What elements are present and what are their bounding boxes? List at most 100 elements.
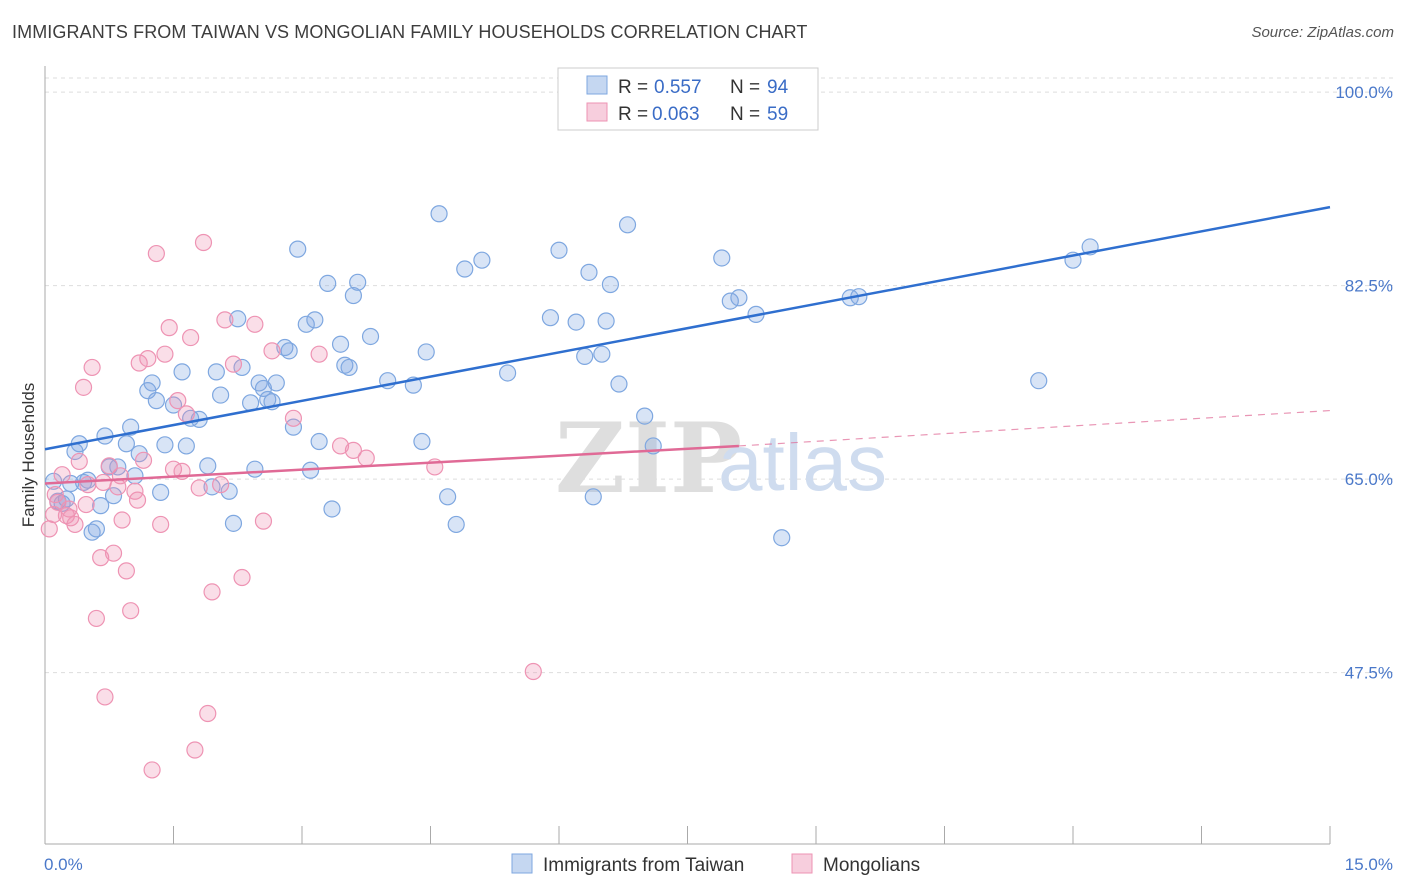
taiwan-point-82 <box>730 289 748 307</box>
taiwan-point-76 <box>610 375 628 393</box>
mongolians-point-18 <box>117 562 135 580</box>
mongolians-point-48 <box>331 437 350 455</box>
taiwan-point-17 <box>143 374 161 392</box>
mongolians-point-56 <box>94 473 112 492</box>
mongolians-point-12 <box>92 549 110 567</box>
mongolians-point-46 <box>284 409 303 427</box>
bottom-legend-swatch-mongolians <box>791 853 813 874</box>
mongolians-point-47 <box>310 345 328 363</box>
mongolians-point-44 <box>254 512 273 530</box>
mongolians-point-36 <box>194 233 213 252</box>
mongolians-point-57 <box>111 467 129 485</box>
taiwan-point-66 <box>499 364 517 382</box>
mongolians-point-28 <box>160 319 178 337</box>
legend-box <box>557 67 819 131</box>
y-tick-label-3: 100.0% <box>1335 83 1393 102</box>
mongolians-point-39 <box>212 476 230 494</box>
mongolians-point-14 <box>100 457 118 475</box>
mongolians-point-21 <box>130 354 148 372</box>
x-tick-labels: 0.0% 15.0% <box>44 855 1393 874</box>
bottom-legend-label-mongolians: Mongolians <box>823 855 920 876</box>
taiwan-point-92 <box>104 487 123 505</box>
mongolians-point-32 <box>177 405 195 423</box>
chart-title: IMMIGRANTS FROM TAIWAN VS MONGOLIAN FAMI… <box>12 22 808 42</box>
mongolians-point-11 <box>87 609 106 628</box>
taiwan-point-33 <box>233 358 251 377</box>
mongolians-point-10 <box>83 358 101 377</box>
taiwan-point-30 <box>220 482 238 500</box>
legend-r-label-mongolians: R = <box>618 104 648 125</box>
taiwan-point-65 <box>473 251 491 269</box>
mongolians-point-34 <box>186 741 204 759</box>
taiwan-point-18 <box>147 392 165 410</box>
mongolians-point-30 <box>169 392 187 410</box>
taiwan-point-84 <box>773 529 791 547</box>
mongolians-point-40 <box>216 311 234 329</box>
legend-r-value-taiwan: 0.557 <box>654 77 702 98</box>
legend: R = 0.557 N = 94 R = 0.063 N = 59 <box>557 67 819 131</box>
mongolians-point-33 <box>182 328 200 347</box>
taiwan-point-48 <box>310 432 328 451</box>
legend-n-value-taiwan: 94 <box>767 77 789 98</box>
axes <box>44 66 1331 845</box>
taiwan-point-64 <box>456 260 474 278</box>
taiwan-point-75 <box>601 275 620 294</box>
taiwan-point-56 <box>361 327 380 346</box>
taiwan-point-80 <box>713 249 731 267</box>
mongolians-point-26 <box>152 515 170 534</box>
mongolians-point-35 <box>190 479 208 497</box>
mongolians-point-3 <box>53 466 71 484</box>
taiwan-point-61 <box>430 205 448 223</box>
mongolians-point-7 <box>70 452 88 471</box>
taiwan-point-40 <box>267 374 285 392</box>
taiwan-point-81 <box>721 292 739 310</box>
taiwan-point-59 <box>413 432 431 451</box>
taiwan-point-20 <box>156 436 174 454</box>
legend-r-value-mongolians: 0.063 <box>652 104 700 125</box>
bottom-legend-swatch-taiwan <box>511 853 533 874</box>
legend-r-label-taiwan: R = <box>618 77 648 98</box>
mongolians-point-19 <box>122 602 140 620</box>
taiwan-point-28 <box>207 363 225 381</box>
y-tick-label-2: 82.5% <box>1345 277 1393 296</box>
mongolians-point-13 <box>96 688 114 706</box>
mongolians-point-50 <box>357 449 375 467</box>
source-label: Source: ZipAtlas.com <box>1251 24 1394 41</box>
taiwan-point-63 <box>447 515 465 534</box>
x-tick-label-1: 15.0% <box>1345 855 1393 874</box>
trend-line-taiwan <box>44 205 1331 451</box>
mongolians-point-58 <box>128 491 147 509</box>
taiwan-point-37 <box>254 379 273 398</box>
taiwan-point-87 <box>1030 372 1048 390</box>
series-taiwan-points <box>44 205 1099 547</box>
mongolians-point-49 <box>344 441 362 459</box>
mongolians-point-52 <box>524 662 542 681</box>
taiwan-point-0 <box>44 472 63 490</box>
taiwan-point-73 <box>593 345 611 363</box>
taiwan-point-47 <box>306 311 324 329</box>
taiwan-point-49 <box>319 274 337 293</box>
taiwan-point-13 <box>117 435 135 453</box>
legend-n-value-mongolians: 59 <box>767 104 788 125</box>
taiwan-point-68 <box>550 241 568 259</box>
y-tick-label-0: 47.5% <box>1345 664 1393 683</box>
taiwan-point-53 <box>340 358 358 377</box>
mongolians-point-6 <box>66 515 84 534</box>
taiwan-point-51 <box>331 335 350 353</box>
mongolians-point-42 <box>233 568 251 587</box>
taiwan-point-55 <box>349 273 367 291</box>
trend-lines <box>44 205 1331 485</box>
y-tick-labels: 47.5% 65.0% 82.5% 100.0% <box>1335 83 1393 683</box>
taiwan-point-22 <box>173 363 191 381</box>
legend-n-label-mongolians: N = <box>730 104 760 125</box>
mongolians-point-38 <box>203 583 221 601</box>
taiwan-point-45 <box>297 315 315 333</box>
mongolians-point-37 <box>199 704 217 723</box>
taiwan-point-43 <box>284 418 303 436</box>
mongolians-point-24 <box>143 761 161 779</box>
taiwan-point-91 <box>92 497 110 515</box>
taiwan-point-60 <box>417 343 435 361</box>
mongolians-point-53 <box>46 485 64 504</box>
taiwan-point-50 <box>323 500 341 518</box>
